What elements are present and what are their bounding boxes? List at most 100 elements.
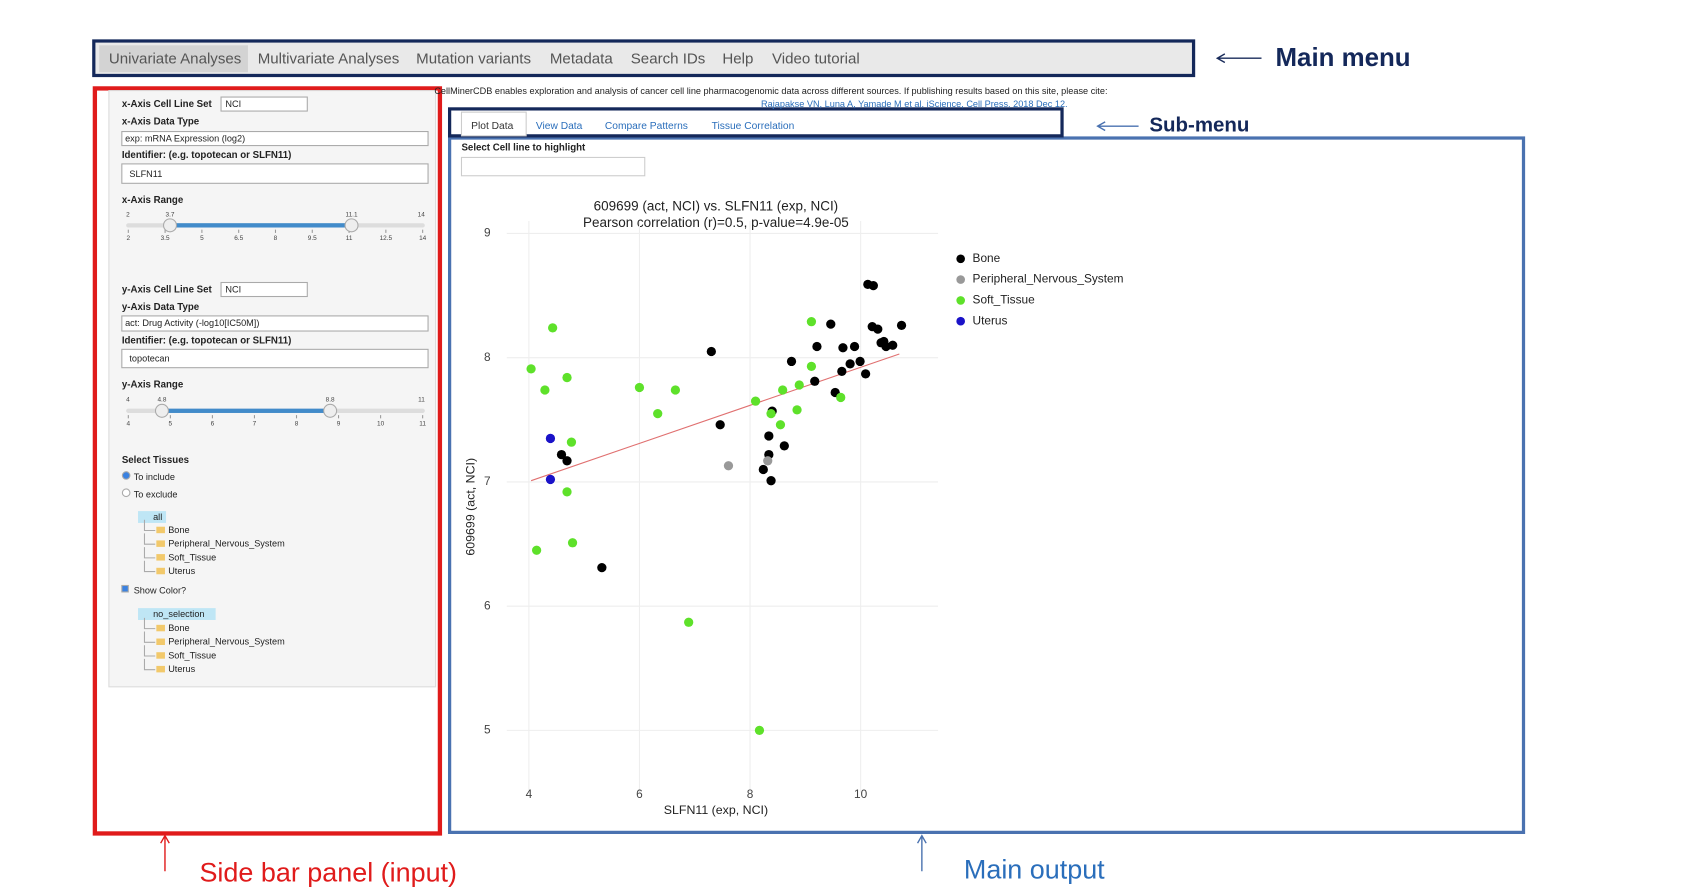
point bbox=[849, 341, 860, 352]
tree-branch bbox=[143, 645, 156, 657]
label: Select Cell line to highlight bbox=[461, 142, 586, 153]
tree-item[interactable]: Peripheral_Nervous_System bbox=[168, 539, 285, 549]
point bbox=[836, 392, 846, 403]
field-label: x-Axis Cell Line Set bbox=[122, 99, 213, 110]
point bbox=[794, 380, 804, 390]
citation-link[interactable]: Rajapakse VN, Luna A, Yamade M et al. iS… bbox=[761, 99, 1068, 109]
menu-item[interactable]: Univariate Analyses bbox=[109, 50, 241, 67]
point bbox=[526, 364, 536, 374]
arrows bbox=[160, 53, 1262, 872]
point bbox=[540, 385, 550, 395]
folder-icon bbox=[156, 554, 165, 561]
x-tick-label: 8 bbox=[747, 787, 754, 801]
field-value: To include bbox=[134, 472, 175, 482]
field-value: To exclude bbox=[134, 489, 178, 499]
slider-max: 11 bbox=[418, 397, 425, 404]
tree-branch bbox=[143, 547, 156, 559]
point bbox=[779, 441, 789, 451]
legend-label: Uterus bbox=[973, 313, 1008, 327]
menu-item[interactable]: Video tutorial bbox=[772, 50, 860, 67]
sub-tab[interactable]: Tissue Correlation bbox=[712, 121, 795, 132]
slider-max: 14 bbox=[418, 211, 426, 218]
slider-tick-label: 2 bbox=[127, 235, 131, 242]
point bbox=[879, 336, 889, 347]
slider-tick-label: 12.5 bbox=[380, 235, 393, 242]
point bbox=[806, 361, 817, 372]
legend-marker bbox=[956, 296, 965, 305]
point bbox=[766, 476, 776, 486]
tree-item[interactable]: Bone bbox=[168, 623, 189, 633]
field-value: no_selection bbox=[153, 609, 204, 619]
slider-tick-label: 7 bbox=[253, 420, 257, 427]
menu-item[interactable]: Search IDs bbox=[631, 50, 706, 67]
annotation: Sub-menu bbox=[1149, 114, 1249, 137]
field-value: topotecan bbox=[129, 353, 169, 363]
y-axis-label: 609699 (act, NCI) bbox=[463, 458, 477, 556]
sub-tab[interactable]: Compare Patterns bbox=[605, 121, 688, 132]
point bbox=[531, 545, 542, 555]
folder-icon bbox=[156, 665, 165, 673]
slider-thumb[interactable] bbox=[344, 218, 359, 233]
point bbox=[837, 366, 847, 376]
field-value: SLFN11 bbox=[129, 169, 162, 179]
menu-item[interactable]: Metadata bbox=[550, 50, 613, 67]
tree-item[interactable]: Uterus bbox=[168, 566, 195, 576]
active-sub-tab bbox=[460, 111, 527, 137]
tree-branch bbox=[143, 617, 156, 630]
form-controls bbox=[121, 96, 429, 620]
y-tick-label: 8 bbox=[484, 350, 491, 364]
point bbox=[545, 433, 556, 444]
folder-icon bbox=[156, 624, 165, 632]
point bbox=[810, 376, 820, 386]
slider-tick-label: 10 bbox=[377, 420, 385, 427]
highlight-input[interactable] bbox=[460, 156, 646, 177]
legend-label: Peripheral_Nervous_System bbox=[973, 272, 1124, 286]
field-value: NCI bbox=[225, 99, 241, 109]
slider-thumb[interactable] bbox=[154, 403, 169, 418]
field-label: x-Axis Range bbox=[122, 195, 184, 206]
menu-item[interactable]: Help bbox=[722, 50, 753, 67]
slider-value: 4.8 bbox=[157, 397, 166, 404]
folder-icon bbox=[156, 567, 165, 575]
menu-item[interactable]: Multivariate Analyses bbox=[258, 50, 400, 67]
point bbox=[838, 343, 848, 353]
slider-tick-label: 8 bbox=[295, 420, 299, 427]
point bbox=[764, 431, 774, 441]
point bbox=[715, 420, 725, 430]
tree-item[interactable]: Soft_Tissue bbox=[168, 552, 216, 562]
slider-bar bbox=[161, 408, 331, 413]
slider-tick-label: 11 bbox=[346, 235, 353, 242]
folder-icon bbox=[156, 526, 165, 534]
menu-item[interactable]: Mutation variants bbox=[416, 50, 531, 67]
tree-item[interactable]: Soft_Tissue bbox=[168, 650, 216, 660]
tree-item[interactable]: Uterus bbox=[168, 664, 195, 674]
field-value: all bbox=[153, 512, 162, 522]
tree-item[interactable]: Peripheral_Nervous_System bbox=[168, 637, 285, 647]
point bbox=[792, 405, 802, 415]
active-tab bbox=[99, 45, 248, 73]
annotation: Side bar panel (input) bbox=[199, 858, 457, 888]
point bbox=[888, 340, 898, 350]
tree-item[interactable]: Bone bbox=[168, 525, 189, 535]
field-label: y-Axis Cell Line Set bbox=[122, 285, 213, 296]
x-tick-label: 6 bbox=[636, 787, 643, 801]
slider-thumb[interactable] bbox=[162, 218, 178, 233]
point bbox=[556, 449, 567, 460]
point bbox=[754, 725, 765, 736]
y-tick-label: 9 bbox=[484, 226, 491, 240]
point bbox=[826, 319, 836, 329]
slider-tick-label: 4 bbox=[127, 420, 131, 427]
sub-tab[interactable]: View Data bbox=[536, 121, 583, 132]
point bbox=[566, 437, 577, 447]
slider-tick-label: 8 bbox=[274, 235, 278, 242]
fit-line bbox=[530, 353, 900, 482]
point bbox=[684, 617, 694, 627]
sub-tab[interactable]: Plot Data bbox=[471, 121, 513, 132]
sidebar-panel bbox=[108, 90, 437, 688]
x-tick-label: 10 bbox=[854, 787, 868, 801]
point bbox=[750, 396, 761, 406]
slider-thumb[interactable] bbox=[323, 403, 338, 418]
sub-menu bbox=[447, 107, 1064, 138]
y-tick-label: 7 bbox=[484, 474, 491, 488]
